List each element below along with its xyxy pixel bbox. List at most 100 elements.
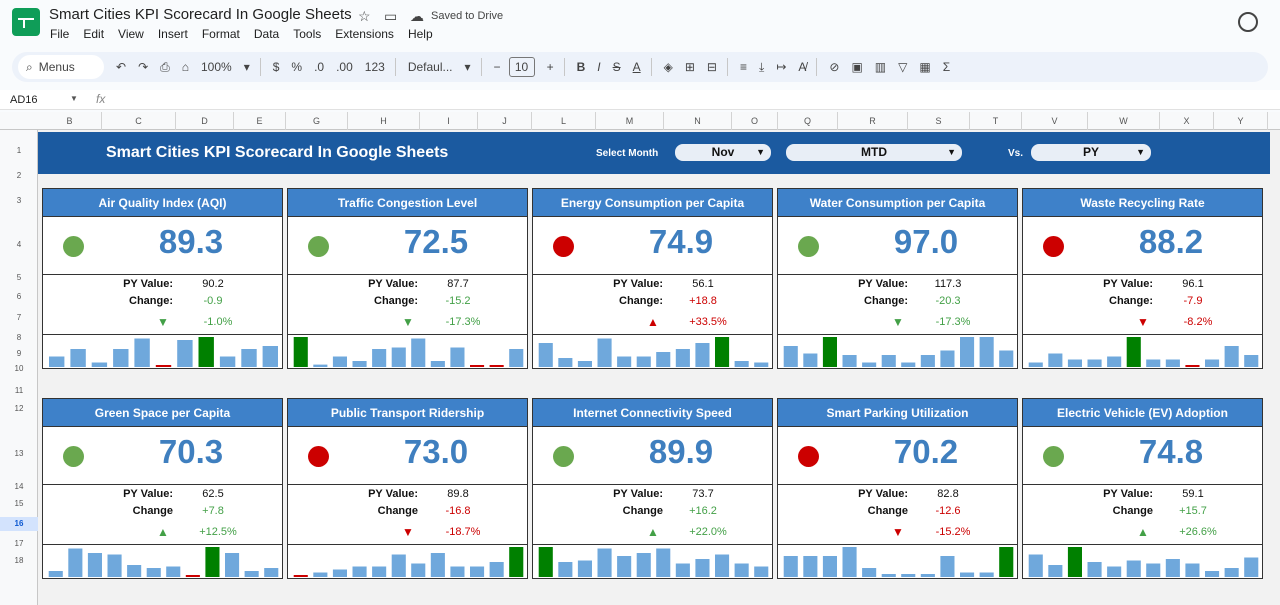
row-header[interactable]: 7 xyxy=(16,313,22,322)
fill-color-icon[interactable]: ◈ xyxy=(663,60,673,74)
functions-icon[interactable]: Σ xyxy=(942,60,951,74)
menu-extensions[interactable]: Extensions xyxy=(335,27,394,41)
text-wrap-icon[interactable]: ↦ xyxy=(776,60,787,74)
status-dot-icon xyxy=(1043,446,1064,467)
column-header[interactable]: R xyxy=(838,112,908,130)
sheet-grid[interactable]: Smart Cities KPI Scorecard In Google She… xyxy=(38,130,1280,605)
filter-icon[interactable]: ▽ xyxy=(898,60,908,74)
column-header[interactable]: X xyxy=(1160,112,1214,130)
font-size-increase-icon[interactable]: + xyxy=(546,60,554,74)
row-header[interactable]: 2 xyxy=(16,171,22,180)
row-header[interactable]: 15 xyxy=(14,499,24,508)
column-header[interactable]: B xyxy=(38,112,102,130)
strikethrough-icon[interactable]: S xyxy=(612,60,621,74)
undo-icon[interactable]: ↶ xyxy=(116,60,127,74)
menu-data[interactable]: Data xyxy=(253,27,280,41)
bold-button[interactable]: B xyxy=(576,60,586,74)
sparkline-bar xyxy=(558,562,573,577)
document-title[interactable]: Smart Cities KPI Scorecard In Google She… xyxy=(49,6,352,23)
menu-help[interactable]: Help xyxy=(407,27,433,41)
kpi-current-value: 74.9 xyxy=(648,223,714,260)
column-header[interactable]: O xyxy=(732,112,778,130)
column-header[interactable]: Y xyxy=(1214,112,1268,130)
print-icon[interactable]: ⎙ xyxy=(160,59,170,74)
text-rotation-icon[interactable]: A̸ xyxy=(798,60,807,74)
row-header[interactable]: 1 xyxy=(16,146,22,155)
zoom-chevron-down-icon[interactable]: ▾ xyxy=(243,60,250,74)
column-header[interactable]: L xyxy=(532,112,596,130)
kpi-card: Green Space per Capita 70.3 PY Value: 62.5 C… xyxy=(42,398,283,579)
menu-insert[interactable]: Insert xyxy=(157,27,188,41)
font-chevron-down-icon[interactable]: ▾ xyxy=(464,60,471,74)
row-header[interactable]: 16 xyxy=(0,517,38,531)
name-box[interactable]: AD16 xyxy=(10,94,38,106)
star-icon[interactable]: ☆ xyxy=(358,8,371,24)
insert-chart-icon[interactable]: ▥ xyxy=(874,60,887,74)
insert-comment-icon[interactable]: ▣ xyxy=(851,60,863,74)
font-size-input[interactable]: 10 xyxy=(508,57,535,77)
zoom-select[interactable]: 100% xyxy=(200,60,232,74)
row-header[interactable]: 18 xyxy=(14,556,24,565)
row-header[interactable]: 17 xyxy=(14,539,24,548)
filter-views-icon[interactable]: ▦ xyxy=(919,60,931,74)
column-header[interactable]: M xyxy=(596,112,664,130)
paint-format-icon[interactable]: ⌂ xyxy=(181,60,189,74)
py-value: 96.1 xyxy=(1182,278,1204,290)
vertical-align-icon[interactable]: ⤓ xyxy=(759,59,765,74)
column-header[interactable]: E xyxy=(234,112,286,130)
menus-search-box[interactable]: ⌕ Menus xyxy=(18,55,104,79)
version-history-icon[interactable] xyxy=(1238,12,1258,32)
font-select[interactable]: Defaul... xyxy=(407,60,453,74)
menu-file[interactable]: File xyxy=(50,27,70,41)
more-formats-button[interactable]: 123 xyxy=(364,60,385,74)
column-header[interactable]: S xyxy=(908,112,970,130)
sheets-logo-icon[interactable] xyxy=(12,8,40,36)
row-header[interactable]: 10 xyxy=(14,364,24,373)
merge-cells-icon[interactable]: ⊟ xyxy=(706,60,717,74)
menu-view[interactable]: View xyxy=(118,27,144,41)
row-header[interactable]: 11 xyxy=(14,386,24,395)
row-header[interactable]: 4 xyxy=(16,240,22,249)
redo-icon[interactable]: ↷ xyxy=(138,60,149,74)
insert-link-icon[interactable]: ⊘ xyxy=(829,60,840,74)
percent-format-button[interactable]: % xyxy=(291,60,303,74)
column-header[interactable]: G xyxy=(286,112,348,130)
column-header[interactable]: T xyxy=(970,112,1022,130)
text-color-icon[interactable]: A xyxy=(632,60,641,74)
row-header[interactable]: 13 xyxy=(14,449,24,458)
period-dropdown[interactable]: MTD ▼ xyxy=(786,144,962,161)
column-header[interactable]: I xyxy=(420,112,478,130)
row-header[interactable]: 14 xyxy=(14,482,24,491)
column-header[interactable]: W xyxy=(1088,112,1160,130)
row-header[interactable]: 5 xyxy=(16,273,22,282)
horizontal-align-icon[interactable]: ≡ xyxy=(739,60,747,74)
column-header[interactable]: H xyxy=(348,112,420,130)
decrease-decimal-button[interactable]: .0 xyxy=(314,60,325,74)
compare-dropdown[interactable]: PY ▼ xyxy=(1031,144,1151,161)
column-header[interactable]: J xyxy=(478,112,532,130)
borders-icon[interactable]: ⊞ xyxy=(684,60,695,74)
sparkline-bar xyxy=(754,362,769,367)
row-header[interactable]: 3 xyxy=(16,196,22,205)
row-header[interactable]: 12 xyxy=(14,404,24,413)
menu-format[interactable]: Format xyxy=(201,27,240,41)
column-header[interactable]: C xyxy=(102,112,176,130)
font-size-decrease-icon[interactable]: − xyxy=(493,60,501,74)
italic-icon[interactable]: I xyxy=(597,60,601,74)
month-dropdown[interactable]: Nov ▼ xyxy=(675,144,771,161)
move-folder-icon[interactable]: ▭ xyxy=(384,8,398,24)
menu-edit[interactable]: Edit xyxy=(83,27,105,41)
cloud-saved-icon[interactable]: ☁ xyxy=(410,8,424,24)
column-header[interactable]: V xyxy=(1022,112,1088,130)
column-header[interactable]: N xyxy=(664,112,732,130)
row-header[interactable]: 6 xyxy=(16,292,22,301)
menu-tools[interactable]: Tools xyxy=(293,27,322,41)
name-box-chevron-down-icon[interactable]: ▼ xyxy=(70,94,78,103)
py-value-label: PY Value: xyxy=(858,488,908,500)
column-header[interactable]: Q xyxy=(778,112,838,130)
row-header[interactable]: 8 xyxy=(16,333,22,342)
increase-decimal-button[interactable]: .00 xyxy=(336,60,353,74)
currency-format-button[interactable]: $ xyxy=(272,60,280,74)
row-header[interactable]: 9 xyxy=(16,349,22,358)
column-header[interactable]: D xyxy=(176,112,234,130)
